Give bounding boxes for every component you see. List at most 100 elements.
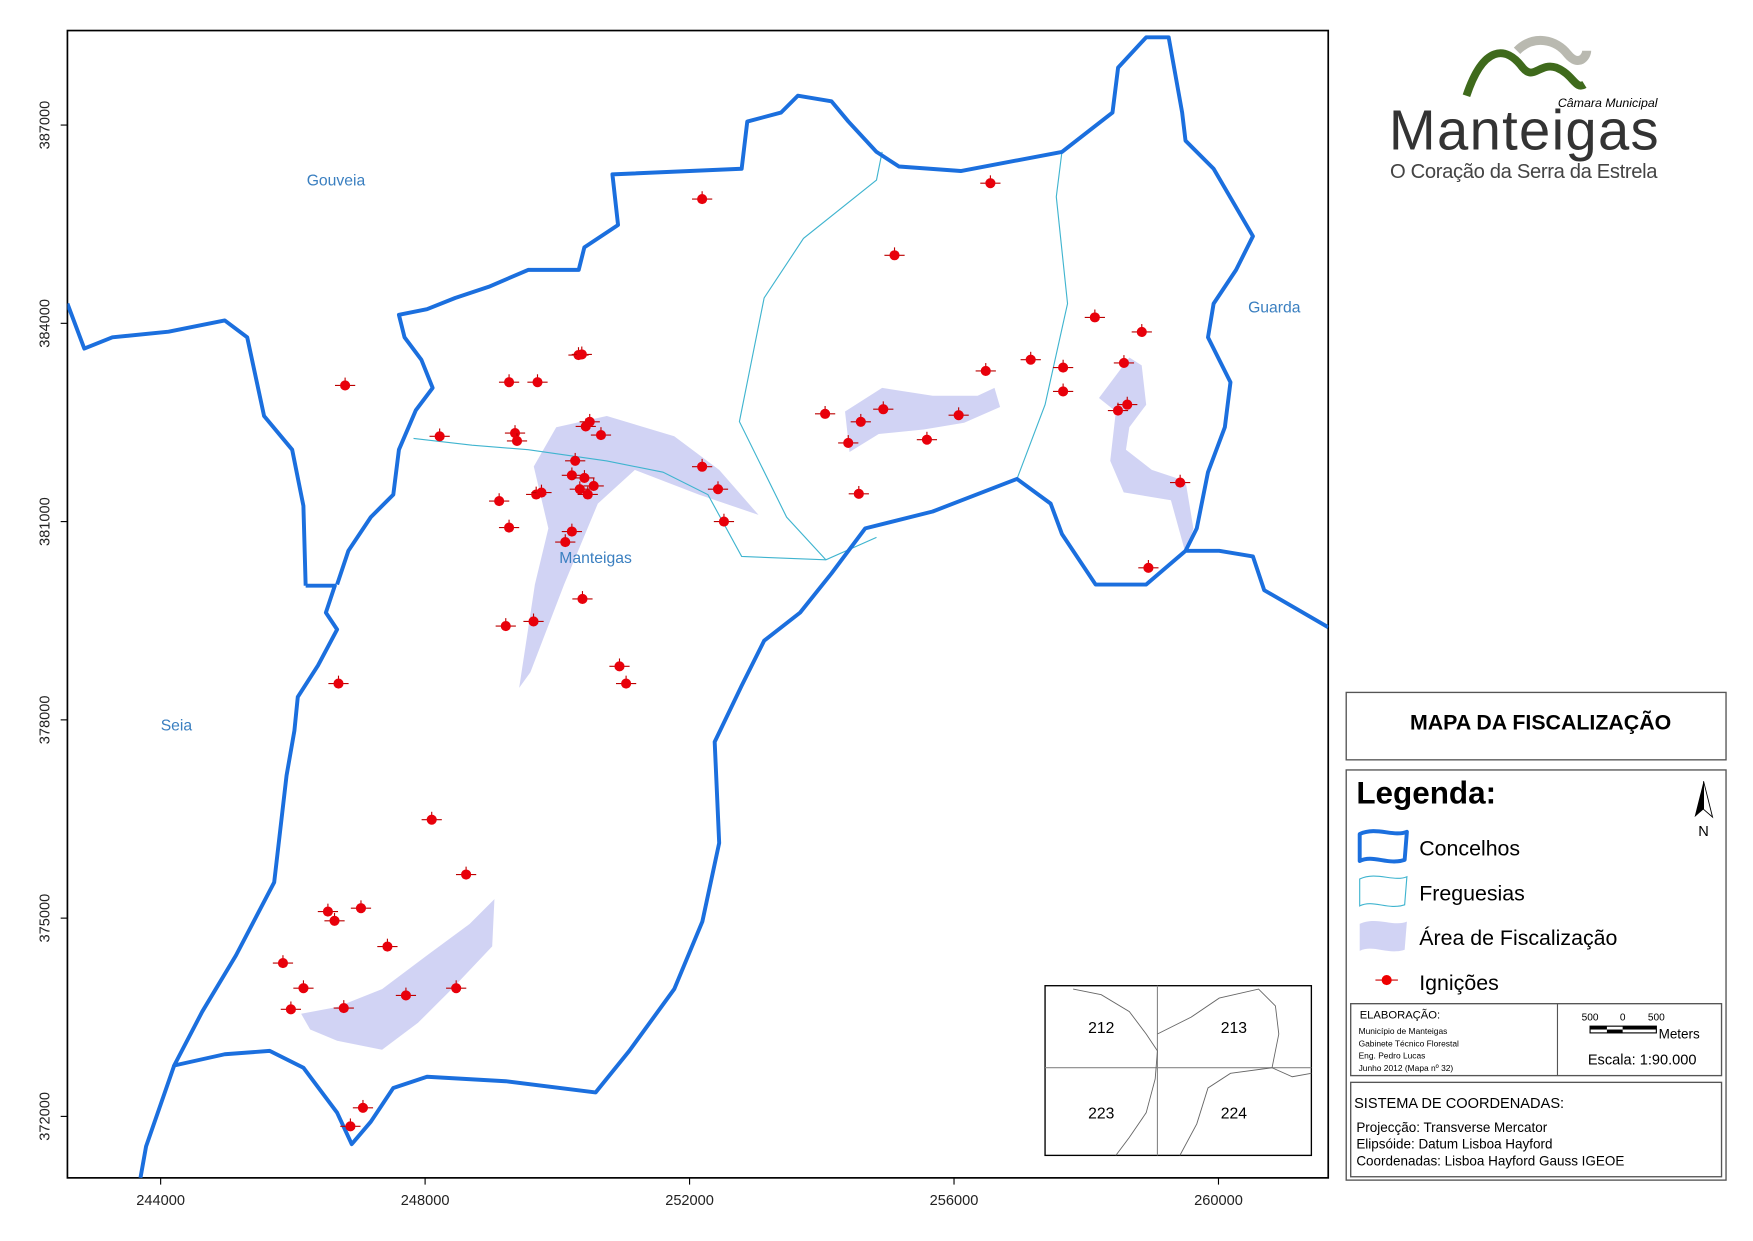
north-arrow [1703,781,1714,819]
ignition [572,591,593,604]
ignition-dot [298,983,309,994]
ignition-dot [697,194,708,205]
coordinates-line: Projecção: Transverse Mercator [1356,1120,1547,1135]
ignition-dot [853,488,864,499]
ignition-dot [588,480,599,491]
y-tick-label: 378000 [37,696,53,745]
ignition-dot [718,516,730,527]
ignition [569,481,590,495]
ignition [850,413,871,427]
municipality-boundary [138,1064,177,1178]
ignition [421,811,442,825]
ignition-dot [504,377,515,388]
ignition [498,374,520,388]
ignition-dot [329,915,340,926]
ignition-dot [953,410,964,421]
ignitions [272,175,1191,1132]
ignition-dot [382,941,393,952]
place-label: Manteigas [559,550,632,567]
ignition-dot [579,472,590,484]
ignition [498,519,520,533]
title-box [1345,691,1727,761]
ignition-dot [985,178,996,189]
ignition-dot [1122,399,1133,410]
ignition-dot [570,455,581,466]
fiscalization-area [519,415,759,688]
legend-item: Concelhos [1419,836,1520,860]
ignition-dot [1058,386,1069,397]
ignition [324,912,345,926]
legend-title: Legenda: [1356,776,1496,811]
ignition [873,401,894,415]
ignition-dot [621,678,632,689]
ignition-dot [576,349,587,360]
ignition [1020,351,1041,365]
inset-sheet: 213 [1221,1020,1247,1037]
ignition [1138,559,1159,573]
ignition-dot [614,661,625,672]
ignition-dot [560,537,571,548]
ignition-dot [322,906,333,917]
ignition [975,363,996,376]
ignition-dot [277,958,289,969]
scale-unit: Meters [1659,1027,1700,1042]
legend-swatch [1359,875,1408,907]
ignition-dot [340,380,351,391]
logo-mark [1462,49,1587,97]
parish-boundary [1016,151,1069,480]
ignition-dot [582,489,593,500]
logo-mark [1513,35,1592,65]
ignition [916,431,938,445]
place-label: Seia [161,718,193,735]
ignition [1113,355,1135,369]
scale-tick: 500 [1582,1013,1599,1024]
scale-bar [1622,1026,1657,1030]
logo-name: Manteigas [1389,99,1659,162]
ignition-dot [878,404,889,415]
ignition-dot [1025,354,1036,365]
inset-sheet: 223 [1088,1105,1114,1122]
ignition-dot [511,435,523,447]
credits-line: Junho 2012 (Mapa nº 32) [1359,1063,1454,1073]
inset-sheet: 224 [1221,1105,1247,1122]
ignition-dot [1058,362,1069,373]
ignition [527,374,548,388]
ignition-dot [434,431,445,442]
ignition [1053,359,1074,373]
ignition [692,458,713,472]
ignition [1053,383,1074,397]
ignition [1117,396,1138,410]
ignition-dot [574,484,585,495]
ignition-dot [451,983,462,994]
ignition [583,478,604,491]
map-title: MAPA DA FISCALIZAÇÃO [1410,710,1671,735]
ignition [495,618,516,632]
credits-heading: ELABORAÇÃO: [1360,1008,1440,1021]
north-arrow [1694,781,1704,818]
ignition-dot [577,593,588,604]
north-label: N [1698,824,1709,840]
ignition [555,534,576,548]
ignition-dot [357,1102,369,1113]
logo-org: Câmara Municipal [1558,96,1659,110]
ignition [280,1001,302,1015]
logo-slogan: O Coração da Serra da Estrela [1390,161,1658,183]
ignition [848,485,869,499]
scale-tick: 500 [1648,1013,1665,1024]
ignition [571,346,592,360]
scale-bar [1590,1026,1607,1030]
ignition-dot [595,429,607,441]
ignition [328,675,349,689]
legend-item: Área de Fiscalização [1419,925,1617,950]
ignition-dot [528,616,539,627]
municipality-boundary [67,302,308,586]
ignition-dot [566,526,577,537]
ignition-dot [500,620,511,632]
ignition-dot [843,437,854,449]
ignition-dot [504,522,515,533]
municipality-boundary [335,35,1255,586]
ignition-dot [355,903,367,914]
ignition-dot [1175,477,1186,488]
ignition-dot [889,250,900,261]
ignition [1131,324,1152,337]
